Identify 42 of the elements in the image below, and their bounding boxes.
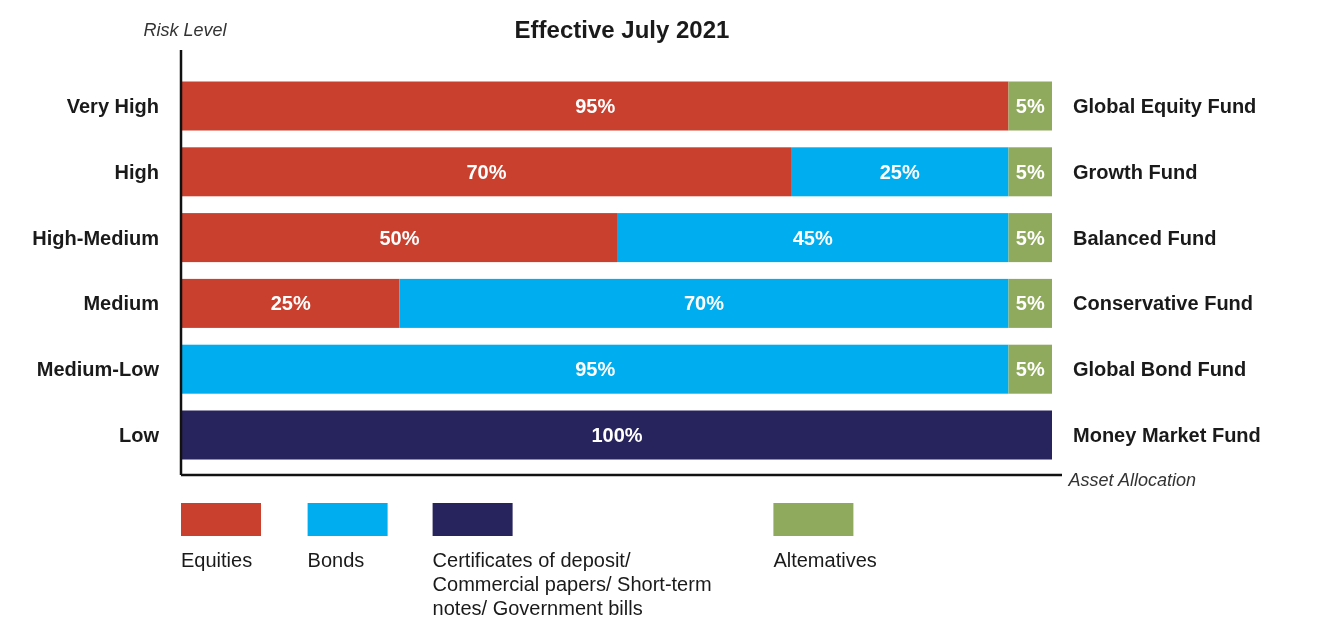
data-label: 50% (379, 226, 420, 249)
y-tick-label: Very High (66, 95, 159, 117)
y-tick-label: Medium (83, 292, 159, 315)
y-tick-label: High (114, 160, 159, 183)
data-label: 45% (792, 226, 833, 249)
legend-label: Bonds (307, 549, 365, 571)
data-label: 5% (1015, 226, 1045, 249)
text: Money Market Fund (1073, 424, 1261, 446)
bar (617, 213, 1009, 263)
text: Global Equity Fund (1073, 95, 1257, 117)
data-label: 5% (1015, 292, 1045, 315)
bar (182, 213, 617, 263)
data-label: 95% (575, 95, 616, 117)
bar (182, 344, 1009, 394)
data-label: 5% (1015, 95, 1045, 117)
chart-title: Effective July 2021 (514, 16, 730, 43)
legend-label: Certificates of deposit/ Commercial papers/ Short-term notes/ Government bills (432, 549, 712, 619)
y-axis-title: Risk Level (143, 20, 228, 40)
bar (182, 147, 791, 197)
data-label: 100% (591, 424, 643, 446)
bar (399, 278, 1009, 328)
text: Balanced Fund (1073, 226, 1217, 249)
bar (182, 278, 400, 328)
bar (791, 147, 1009, 197)
y-tick-label: Low (119, 424, 160, 446)
data-label: 70% (466, 160, 507, 183)
data-label: 5% (1015, 358, 1045, 381)
bar (182, 81, 1009, 131)
data-label: 5% (1015, 160, 1045, 183)
data-label: 25% (879, 160, 920, 183)
data-label: 95% (575, 358, 616, 381)
y-tick-label: Medium-Low (36, 358, 160, 381)
text: Global Bond Fund (1073, 358, 1247, 381)
y-tick-label: High-Medium (32, 226, 159, 249)
text: Growth Fund (1073, 160, 1198, 183)
data-label: 25% (270, 292, 311, 315)
x-axis-title: Asset Allocation (1067, 470, 1196, 490)
bar (182, 410, 1052, 460)
legend-label: Equities (181, 549, 253, 571)
text: Conservative Fund (1073, 292, 1254, 315)
legend-label: Altematives (773, 549, 877, 571)
data-label: 70% (683, 292, 725, 315)
